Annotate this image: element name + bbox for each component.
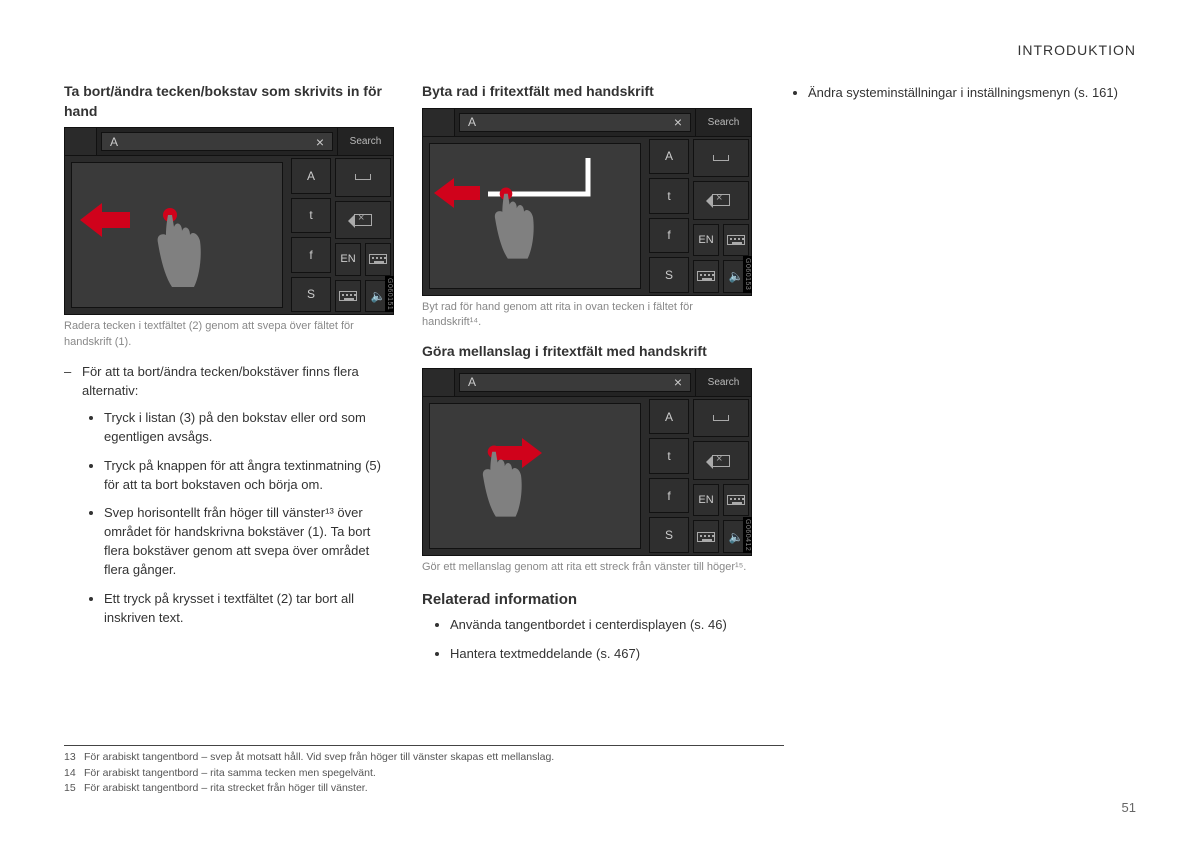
- keyboard-button[interactable]: [723, 224, 749, 257]
- handwriting-area[interactable]: [71, 162, 283, 308]
- backspace-button[interactable]: [693, 181, 749, 220]
- suggest-item[interactable]: S: [291, 277, 331, 313]
- suggest-item[interactable]: S: [649, 257, 689, 293]
- col1-bullet: Tryck på knappen för att ångra textinmat…: [104, 457, 394, 495]
- figure-code: G060151: [385, 276, 394, 312]
- fn-num: 14: [64, 766, 78, 782]
- clear-field-icon[interactable]: ×: [316, 134, 324, 150]
- suggest-item[interactable]: t: [649, 438, 689, 474]
- hide-keyboard-button[interactable]: [335, 280, 361, 313]
- hide-keyboard-button[interactable]: [693, 260, 719, 293]
- control-column: EN: [691, 397, 751, 555]
- clear-field-icon[interactable]: ×: [674, 374, 682, 390]
- swipe-left-arrow: [434, 178, 480, 211]
- figure2b-caption: Gör ett mellanslag genom att rita ett st…: [422, 560, 752, 575]
- swipe-left-arrow: [80, 203, 130, 240]
- col1-bullet: Ett tryck på krysset i textfältet (2) ta…: [104, 590, 394, 628]
- figure-code: G060412: [743, 517, 752, 553]
- lang-button[interactable]: EN: [335, 243, 361, 276]
- backspace-button[interactable]: [335, 201, 391, 240]
- suggest-item[interactable]: t: [291, 198, 331, 234]
- keyboard-button[interactable]: [365, 243, 391, 276]
- fn-text: För arabiskt tangentbord – rita samma te…: [84, 766, 376, 782]
- search-button[interactable]: Search: [337, 128, 393, 155]
- fn-text: För arabiskt tangentbord – rita strecket…: [84, 781, 368, 797]
- related-item: Använda tangentbordet i centerdisplayen …: [450, 616, 752, 634]
- suggest-item[interactable]: A: [649, 139, 689, 175]
- field-value: A: [468, 115, 476, 129]
- backspace-button[interactable]: [693, 441, 749, 480]
- lang-button[interactable]: EN: [693, 484, 719, 517]
- clear-field-icon[interactable]: ×: [674, 114, 682, 130]
- suggest-item[interactable]: f: [649, 478, 689, 514]
- search-button[interactable]: Search: [695, 109, 751, 136]
- search-button[interactable]: Search: [695, 369, 751, 396]
- figure2a-caption: Byt rad för hand genom att rita in ovan …: [422, 300, 752, 331]
- field-value: A: [468, 375, 476, 389]
- suggest-item[interactable]: A: [649, 399, 689, 435]
- column-1: Ta bort/ändra tecken/bokstav som skrivit…: [64, 82, 394, 673]
- fn-num: 15: [64, 781, 78, 797]
- footnotes: 13 För arabiskt tangentbord – svep åt mot…: [64, 745, 784, 797]
- suggestion-list[interactable]: A t f S: [647, 137, 691, 295]
- control-column: EN: [691, 137, 751, 295]
- related-heading: Relaterad information: [422, 589, 752, 610]
- handwriting-area[interactable]: [429, 403, 641, 549]
- hand-icon: [476, 440, 530, 532]
- suggestion-list[interactable]: A t f S: [289, 156, 333, 314]
- col1-heading: Ta bort/ändra tecken/bokstav som skrivit…: [64, 82, 394, 121]
- handwriting-area[interactable]: [429, 143, 641, 289]
- text-field[interactable]: A ×: [101, 132, 333, 151]
- fn-num: 13: [64, 750, 78, 766]
- figure-code: G060153: [743, 256, 752, 292]
- control-column: EN: [333, 156, 393, 314]
- col1-bullet: Svep horisontellt från höger till vänste…: [104, 504, 394, 579]
- page-header: INTRODUKTION: [64, 42, 1136, 58]
- col1-bullet: Tryck i listan (3) på den bokstav eller …: [104, 409, 394, 447]
- lang-button[interactable]: EN: [693, 224, 719, 257]
- suggest-item[interactable]: t: [649, 178, 689, 214]
- hide-keyboard-button[interactable]: [693, 520, 719, 553]
- suggestion-list[interactable]: A t f S: [647, 397, 691, 555]
- figure-newline-handwriting: A × Search: [422, 108, 752, 296]
- col3-bullet: Ändra systeminställningar i inställnings…: [808, 84, 1136, 102]
- column-3: Ändra systeminställningar i inställnings…: [780, 82, 1136, 673]
- col2b-heading: Göra mellanslag i fritextfält med handsk…: [422, 342, 752, 362]
- keyboard-button[interactable]: [723, 484, 749, 517]
- hand-icon: [150, 205, 210, 301]
- suggest-item[interactable]: S: [649, 517, 689, 553]
- figure1-caption: Radera tecken i textfältet (2) genom att…: [64, 319, 394, 350]
- figure-space-handwriting: A × Search: [422, 368, 752, 556]
- space-button[interactable]: [693, 139, 749, 178]
- suggest-item[interactable]: f: [291, 237, 331, 273]
- related-item: Hantera textmeddelande (s. 467): [450, 645, 752, 663]
- space-button[interactable]: [335, 158, 391, 197]
- col2a-heading: Byta rad i fritextfält med handskrift: [422, 82, 752, 102]
- page-number: 51: [1122, 800, 1136, 815]
- column-2: Byta rad i fritextfält med handskrift A …: [422, 82, 752, 673]
- topbar-back[interactable]: [423, 109, 455, 136]
- fn-text: För arabiskt tangentbord – svep åt motsa…: [84, 750, 554, 766]
- topbar-back[interactable]: [65, 128, 97, 155]
- figure-delete-handwriting: A × Search: [64, 127, 394, 315]
- col1-intro: För att ta bort/ändra tecken/bokstäver f…: [64, 362, 394, 627]
- field-value: A: [110, 135, 118, 149]
- space-button[interactable]: [693, 399, 749, 438]
- hand-icon: [488, 182, 542, 274]
- suggest-item[interactable]: f: [649, 218, 689, 254]
- topbar-back[interactable]: [423, 369, 455, 396]
- text-field[interactable]: A ×: [459, 113, 691, 132]
- suggest-item[interactable]: A: [291, 158, 331, 194]
- text-field[interactable]: A ×: [459, 373, 691, 392]
